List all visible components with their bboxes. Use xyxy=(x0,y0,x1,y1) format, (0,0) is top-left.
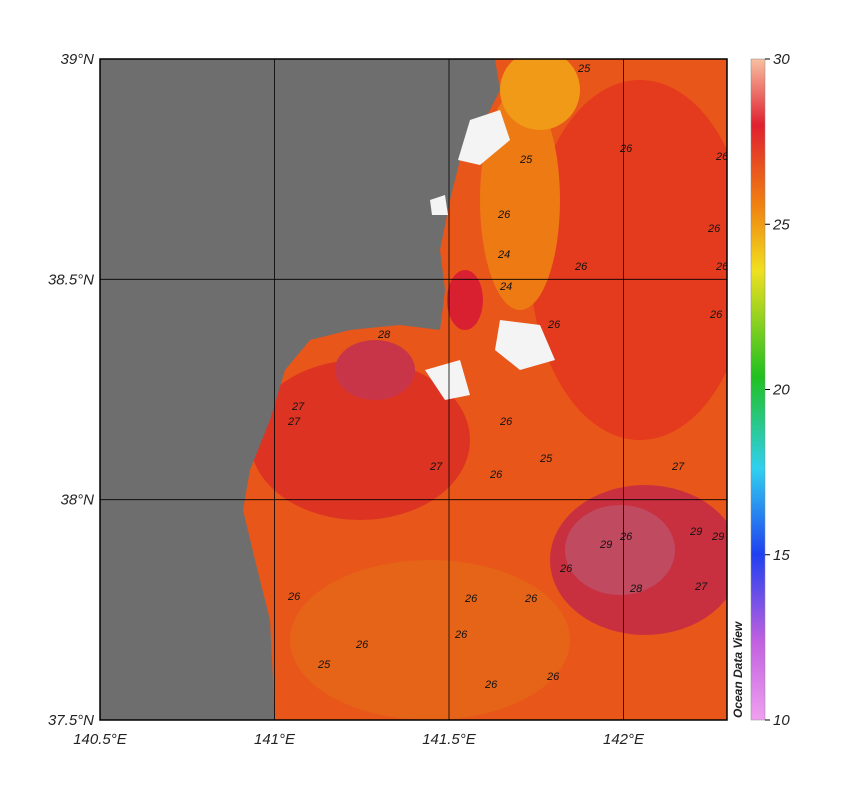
colorbar-label: 15 xyxy=(773,547,790,564)
x-tick-label: 142°E xyxy=(603,731,645,748)
cool-patch xyxy=(500,59,580,130)
contour-label: 25 xyxy=(577,63,591,75)
contour-label: 27 xyxy=(291,401,305,413)
contour-label: 26 xyxy=(559,563,573,575)
contour-label: 27 xyxy=(694,581,708,593)
contour-label: 27 xyxy=(429,461,443,473)
contour-labels: 25 25 26 26 26 26 24 24 26 26 26 28 26 27 27 27 26 26 25 26… xyxy=(287,63,729,691)
y-tick-label: 38.5°N xyxy=(48,271,94,288)
colorbar-label: 30 xyxy=(773,51,790,68)
contour-label: 28 xyxy=(377,329,391,341)
contour-label: 26 xyxy=(524,593,538,605)
contour-label: 25 xyxy=(317,659,331,671)
contour-label: 29 xyxy=(711,531,724,543)
y-tick-label: 39°N xyxy=(60,51,94,68)
contour-label: 26 xyxy=(707,223,721,235)
contour-label: 24 xyxy=(499,281,512,293)
contour-label: 26 xyxy=(574,261,588,273)
watermark: Ocean Data View xyxy=(731,621,745,718)
contour-label: 26 xyxy=(499,416,513,428)
contour-label: 25 xyxy=(519,154,533,166)
y-tick-label: 38°N xyxy=(60,492,94,509)
contour-label: 26 xyxy=(619,531,633,543)
contour-label: 26 xyxy=(715,151,729,163)
colorbar-label: 10 xyxy=(773,712,790,729)
cloud-mask xyxy=(425,110,555,400)
colorbar-label: 20 xyxy=(772,382,790,399)
land xyxy=(100,59,500,720)
map-area: 25 25 26 26 26 26 24 24 26 26 26 28 26 27 27 27 26 26 25 26… xyxy=(100,59,729,720)
warm-patch xyxy=(335,340,415,400)
x-tick-label: 141°E xyxy=(254,731,296,748)
colorbar xyxy=(750,58,766,721)
contour-label: 27 xyxy=(287,416,301,428)
contour-label: 26 xyxy=(547,319,561,331)
contour-label: 26 xyxy=(484,679,498,691)
x-tick-label: 141.5°E xyxy=(422,731,477,748)
contour-label: 27 xyxy=(671,461,685,473)
contour-label: 26 xyxy=(715,261,729,273)
contour-label: 24 xyxy=(497,249,510,261)
contour-label: 26 xyxy=(546,671,560,683)
contour-label: 26 xyxy=(355,639,369,651)
y-tick-label: 37.5°N xyxy=(48,712,94,729)
contour-label: 26 xyxy=(287,591,301,603)
graticule xyxy=(100,59,727,720)
contour-label: 26 xyxy=(709,309,723,321)
warm-patch xyxy=(250,360,470,520)
contour-label: 28 xyxy=(629,583,643,595)
contour-label: 29 xyxy=(689,526,702,538)
frame xyxy=(99,58,728,721)
contour-label: 26 xyxy=(464,593,478,605)
contour-label: 26 xyxy=(619,143,633,155)
x-tick-label: 140.5°E xyxy=(73,731,128,748)
contour-label: 29 xyxy=(599,539,612,551)
contour-label: 26 xyxy=(489,469,503,481)
contour-label: 26 xyxy=(497,209,511,221)
warm-patch xyxy=(447,270,483,330)
warm-patch xyxy=(565,505,675,595)
contour-label: 26 xyxy=(454,629,468,641)
cool-patch xyxy=(290,560,570,720)
colorbar-label: 25 xyxy=(772,216,790,233)
contour-label: 25 xyxy=(539,453,553,465)
warm-patch xyxy=(530,80,727,440)
axes: 140.5°E 141°E 141.5°E 142°E 37.5°N 38°N 38.5°N… xyxy=(48,51,790,748)
